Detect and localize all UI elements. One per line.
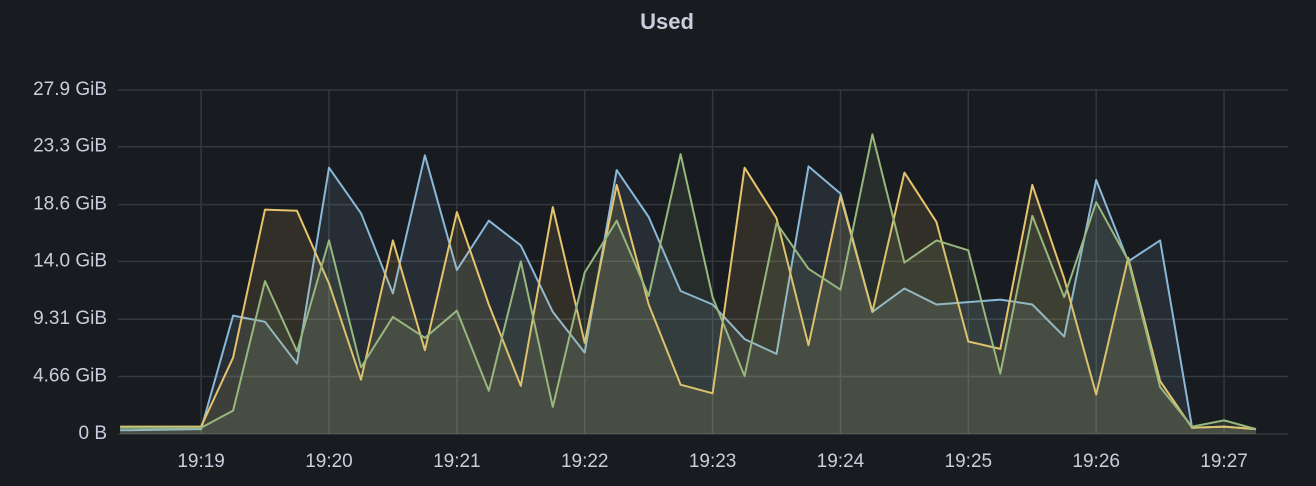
y-tick-label: 27.9 GiB [33, 79, 107, 100]
x-tick-label: 19:27 [1200, 451, 1248, 472]
y-tick-label: 14.0 GiB [33, 250, 107, 271]
x-tick-label: 19:26 [1072, 451, 1120, 472]
series-area [120, 134, 1257, 434]
x-tick-label: 19:24 [817, 451, 865, 472]
series-line [120, 133, 1257, 431]
y-tick-label: 0 B [78, 423, 107, 444]
y-tick-label: 18.6 GiB [33, 194, 107, 215]
x-tick-label: 19:21 [433, 451, 481, 472]
x-tick-label: 19:23 [689, 451, 737, 472]
series-area [120, 167, 1257, 434]
x-tick-label: 19:25 [945, 451, 993, 472]
chart-title: Used [640, 9, 694, 34]
y-tick-label: 9.31 GiB [33, 308, 107, 329]
x-tick-label: 19:20 [305, 451, 353, 472]
y-tick-label: 4.66 GiB [33, 366, 107, 387]
y-tick-label: 23.3 GiB [33, 136, 107, 157]
series-line [120, 154, 1257, 432]
x-tick-label: 19:22 [561, 451, 609, 472]
x-tick-label: 19:19 [177, 451, 225, 472]
series-line [120, 166, 1257, 431]
